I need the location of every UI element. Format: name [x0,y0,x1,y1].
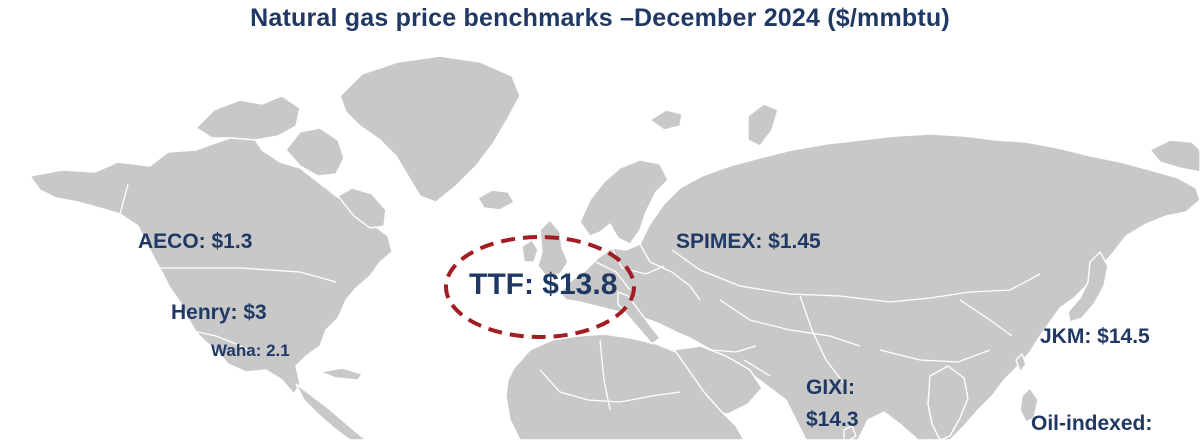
label-oil-indexed: Oil-indexed: [1031,412,1153,435]
indochina [927,365,969,440]
svalbard [649,109,683,131]
label-gixi: GIXI: $14.3 [806,376,859,432]
arctic-islands [195,95,301,141]
label-waha: Waha: 2.1 [211,341,290,360]
russia-border [671,249,1041,303]
china-borders [879,299,1013,363]
chukotka [1149,139,1200,173]
africa-borders [539,339,681,411]
page-title: Natural gas price benchmarks –December 2… [250,4,950,32]
scandinavia [579,159,669,245]
label-ttf: TTF: $13.8 [469,268,618,301]
us-mexico-border [187,329,253,353]
africa [505,333,745,440]
taiwan [1015,353,1027,373]
label-gixi-price: $14.3 [806,408,859,432]
label-jkm: JKM: $14.5 [1040,325,1150,348]
philippines [1019,387,1039,423]
us-canada-border [150,267,337,283]
middle-east-borders [689,339,771,377]
labrador [337,187,387,229]
ttf-highlight-ring [444,235,636,339]
label-spimex: SPIMEX: $1.45 [676,230,821,253]
label-henry: Henry: $3 [171,301,267,324]
central-asia-borders [719,295,861,387]
label-aeco: AECO: $1.3 [138,230,253,253]
label-gixi-name: GIXI: [806,376,856,399]
greenland [339,55,521,203]
baffin-island [285,127,345,177]
cuba [319,367,363,381]
sri-lanka [843,425,857,440]
iceland [477,189,515,211]
alaska-border [119,183,129,215]
novaya-zemlya [747,103,779,147]
japan [1067,251,1109,323]
central-america [295,383,367,440]
great-britain [537,219,569,277]
ireland [521,239,539,263]
